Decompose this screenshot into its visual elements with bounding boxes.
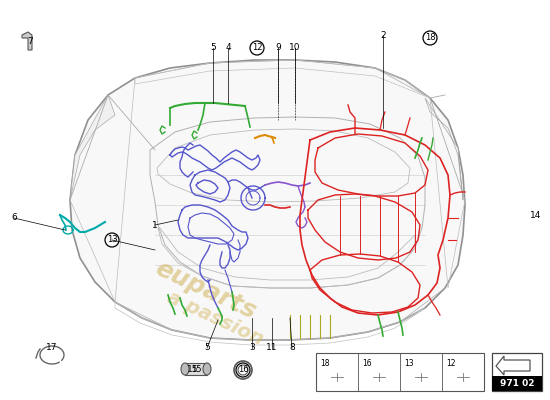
Text: 971 02: 971 02	[500, 379, 534, 388]
Polygon shape	[70, 60, 465, 340]
Bar	[492, 353, 542, 391]
Text: 15: 15	[187, 366, 199, 374]
Text: 13: 13	[404, 359, 414, 368]
Text: 2: 2	[380, 30, 386, 40]
Text: euparts: euparts	[151, 256, 260, 324]
Text: 16: 16	[238, 366, 248, 374]
Text: 12: 12	[446, 359, 455, 368]
Ellipse shape	[203, 363, 211, 375]
Text: 11: 11	[266, 344, 278, 352]
Text: 17: 17	[46, 344, 58, 352]
Text: a passion: a passion	[164, 287, 266, 349]
Text: 18: 18	[320, 359, 329, 368]
Text: 7: 7	[27, 38, 33, 46]
Bar	[492, 376, 542, 391]
Text: 9: 9	[275, 44, 281, 52]
Text: 18: 18	[425, 34, 435, 42]
Text: 15: 15	[191, 366, 201, 374]
Text: 6: 6	[11, 214, 17, 222]
Polygon shape	[425, 98, 463, 200]
Text: 14: 14	[530, 210, 542, 220]
Text: 5: 5	[204, 344, 210, 352]
Text: 10: 10	[289, 44, 301, 52]
Text: 4: 4	[225, 44, 231, 52]
Ellipse shape	[181, 363, 189, 375]
Polygon shape	[22, 32, 32, 50]
Bar	[185, 363, 207, 375]
Text: 12: 12	[252, 44, 262, 52]
Bar	[316, 353, 484, 391]
Polygon shape	[496, 356, 530, 375]
Text: 8: 8	[289, 344, 295, 352]
Text: 16: 16	[362, 359, 372, 368]
Text: 1: 1	[152, 220, 158, 230]
Text: 13: 13	[107, 236, 117, 244]
Text: 3: 3	[249, 344, 255, 352]
Polygon shape	[70, 95, 115, 200]
Text: 5: 5	[210, 44, 216, 52]
